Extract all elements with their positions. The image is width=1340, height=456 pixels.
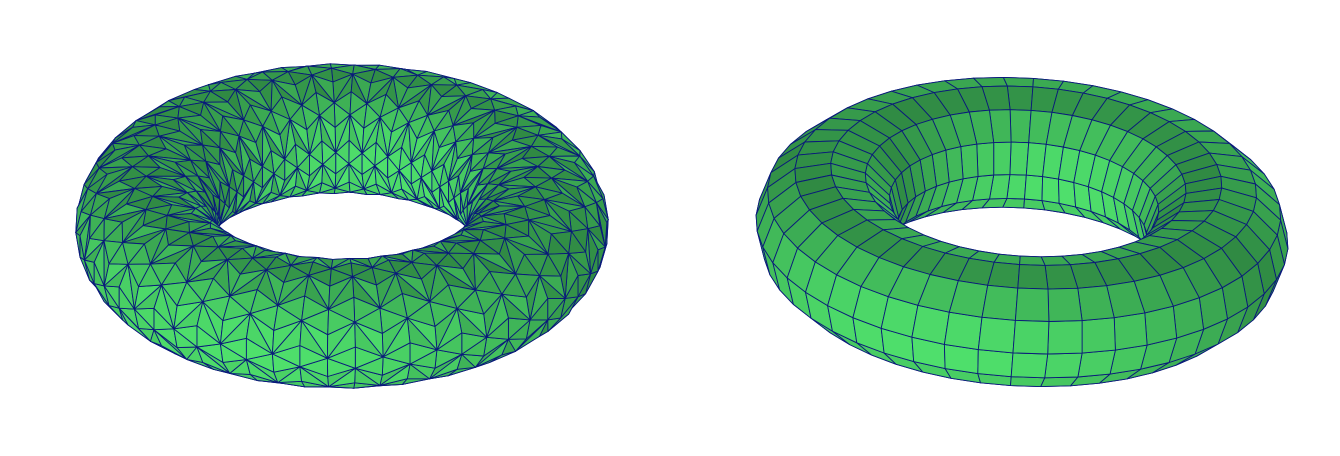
triangle-face — [354, 307, 383, 334]
triangle-face — [597, 246, 606, 272]
quad-face — [1009, 141, 1030, 176]
quad-face — [1041, 176, 1060, 204]
quad-face — [1002, 76, 1034, 88]
quad-face — [1006, 85, 1034, 111]
quad-face — [1081, 317, 1116, 354]
quad-face — [1044, 352, 1083, 379]
quad-face — [976, 142, 995, 177]
quad-face — [960, 143, 979, 180]
quad-face — [1058, 178, 1077, 208]
triangle-face — [262, 110, 281, 136]
quad-face — [1019, 255, 1046, 266]
quad-face — [1014, 287, 1050, 322]
quad-face — [993, 141, 1012, 176]
quad-face — [977, 316, 1016, 354]
quad-face — [943, 311, 983, 351]
quad-face — [1010, 376, 1046, 388]
quad-face — [1024, 174, 1044, 202]
triangle-face — [75, 232, 81, 258]
quad-face — [1077, 349, 1116, 378]
quad-face — [1009, 109, 1032, 144]
torus-triangle-mesh — [75, 63, 609, 389]
quad-face — [1012, 319, 1050, 355]
quad-face — [1010, 352, 1049, 379]
quad-face — [1113, 312, 1148, 351]
quad-face — [1047, 320, 1083, 355]
triangle-face — [391, 107, 410, 133]
quad-face — [1047, 287, 1083, 322]
quad-face — [981, 284, 1019, 321]
triangle-face — [327, 308, 356, 336]
quad-face — [1017, 264, 1049, 290]
torus-quad-mesh — [755, 76, 1289, 388]
quad-face — [977, 349, 1014, 378]
